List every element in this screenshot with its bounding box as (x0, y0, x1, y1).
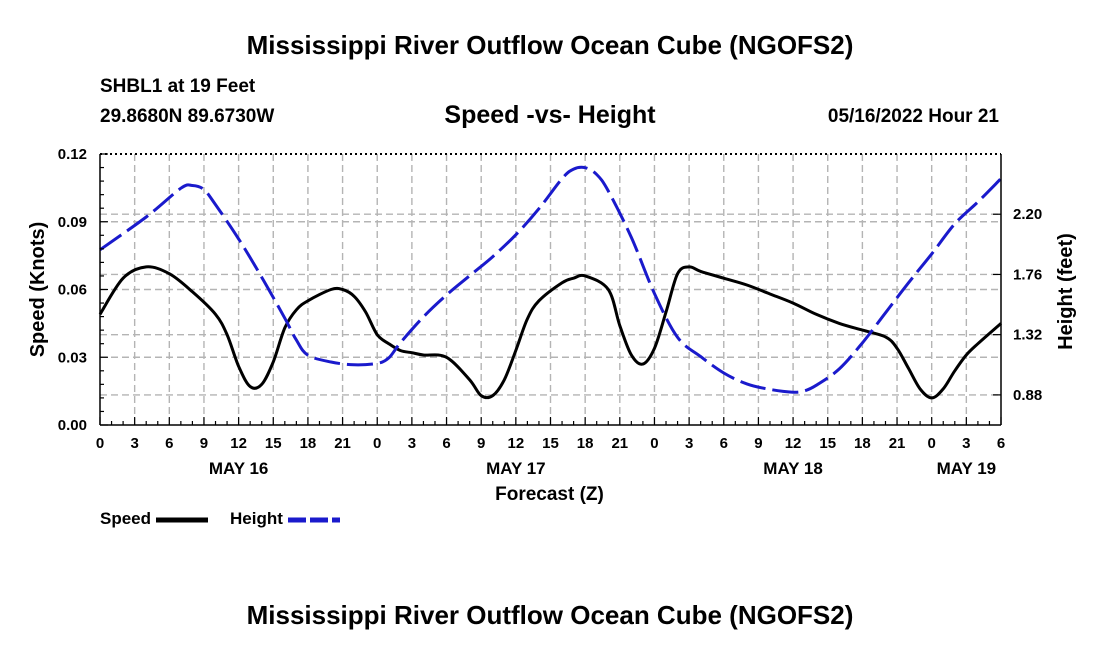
height-series-line (99, 165, 1003, 394)
x-tick-label: 6 (165, 435, 173, 452)
x-tick-label: 3 (962, 435, 970, 452)
x-tick-label: 18 (854, 435, 871, 452)
x-tick-label: 0 (373, 435, 381, 452)
x-tick-label: 15 (819, 435, 836, 452)
legend-height: Height (230, 509, 340, 529)
x-tick-label: 3 (685, 435, 693, 452)
y-left-axis-title: Speed (Knots) (27, 222, 49, 358)
x-tick-label: 3 (130, 435, 138, 452)
second-chart-title: Mississippi River Outflow Ocean Cube (NG… (246, 600, 854, 630)
chart-subtitle: Speed -vs- Height (444, 101, 656, 129)
speed-series-line (98, 265, 1002, 400)
y-left-tick-label: 0.09 (58, 214, 87, 231)
x-tick-label: 12 (230, 435, 247, 452)
date-label: MAY 16 (209, 459, 269, 478)
chart-title: Mississippi River Outflow Ocean Cube (NG… (246, 30, 854, 60)
date-label: MAY 18 (763, 459, 823, 478)
y-right-tick-label: 2.20 (1013, 206, 1042, 223)
x-tick-label: 9 (754, 435, 762, 452)
x-tick-label: 21 (611, 435, 628, 452)
legend-height-label: Height (230, 509, 283, 528)
x-tick-label: 18 (300, 435, 317, 452)
x-axis-title: Forecast (Z) (495, 484, 604, 505)
legend-speed-label: Speed (100, 509, 152, 528)
station-label: SHBL1 at 19 Feet (100, 76, 256, 97)
y-right-tick-label: 0.88 (1013, 387, 1042, 404)
x-tick-label: 12 (785, 435, 802, 452)
axis-labels: 0 3 6 9 12 15 18 21 0 3 6 9 12 15 18 21 0 3 6 9 12 15 18 21 0 3 6M… (27, 146, 1077, 505)
x-tick-label: 21 (889, 435, 906, 452)
axis-ticks (99, 153, 1002, 426)
x-tick-label: 0 (650, 435, 658, 452)
x-tick-label: 9 (200, 435, 208, 452)
x-tick-label: 9 (477, 435, 485, 452)
x-tick-label: 15 (542, 435, 559, 452)
forecast-datetime: 05/16/2022 Hour 21 (827, 106, 999, 127)
legend-speed-swatch (155, 517, 208, 523)
x-tick-label: 6 (442, 435, 450, 452)
date-label: MAY 17 (486, 459, 546, 478)
series-lines (98, 165, 1003, 400)
x-tick-label: 3 (408, 435, 416, 452)
x-tick-label: 12 (508, 435, 525, 452)
y-left-tick-label: 0.03 (58, 349, 87, 366)
x-tick-label: 0 (96, 435, 104, 452)
x-tick-label: 15 (265, 435, 282, 452)
y-left-tick-label: 0.12 (58, 146, 87, 163)
y-right-tick-label: 1.76 (1013, 266, 1042, 283)
x-tick-label: 18 (577, 435, 594, 452)
x-tick-label: 21 (334, 435, 351, 452)
y-left-tick-label: 0.06 (58, 282, 87, 299)
grid-lines (100, 154, 1001, 425)
y-left-tick-label: 0.00 (58, 417, 87, 434)
x-tick-label: 6 (720, 435, 728, 452)
station-coordinates: 29.8680N 89.6730W (100, 106, 275, 127)
legend-speed: Speed (100, 509, 208, 529)
x-tick-label: 6 (997, 435, 1005, 452)
x-tick-label: 0 (928, 435, 936, 452)
legend-height-swatch (287, 517, 340, 523)
y-right-tick-label: 1.32 (1013, 327, 1042, 344)
y-right-axis-title: Height (feet) (1055, 233, 1077, 350)
date-label: MAY 19 (937, 459, 997, 478)
